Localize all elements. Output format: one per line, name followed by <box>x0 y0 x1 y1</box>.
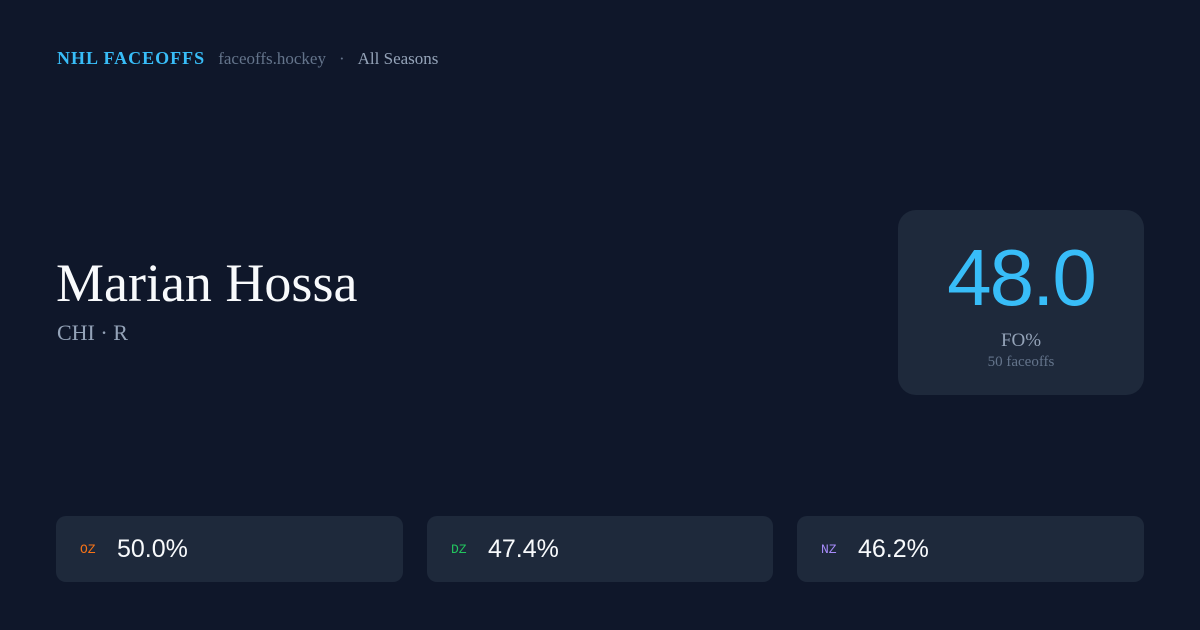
zone-label: OZ <box>80 541 96 557</box>
zone-value: 50.0% <box>117 534 188 563</box>
zone-label: DZ <box>451 541 467 557</box>
fo-summary-card: 48.0 FO% 50 faceoffs <box>898 210 1144 395</box>
separator: · <box>338 49 345 68</box>
fo-label: FO% <box>1000 330 1042 351</box>
brand-logo[interactable]: NHL FACEOFFS <box>57 48 206 68</box>
zone-card-dz: DZ 47.4% <box>427 516 773 582</box>
season-label: All Seasons <box>357 49 439 68</box>
zone-value: 46.2% <box>858 534 929 563</box>
header: NHL FACEOFFS faceoffs.hockey · All Seaso… <box>57 48 438 69</box>
site-name: faceoffs.hockey <box>218 49 326 68</box>
player-name: Marian Hossa <box>56 253 358 313</box>
zone-value: 47.4% <box>488 534 559 563</box>
zone-card-nz: NZ 46.2% <box>797 516 1144 582</box>
zone-card-oz: OZ 50.0% <box>56 516 403 582</box>
faceoff-count: 50 faceoffs <box>987 354 1055 370</box>
player-team-position: CHI · R <box>57 320 128 345</box>
zone-label: NZ <box>821 541 837 557</box>
fo-percentage: 48.0 <box>947 233 1097 322</box>
